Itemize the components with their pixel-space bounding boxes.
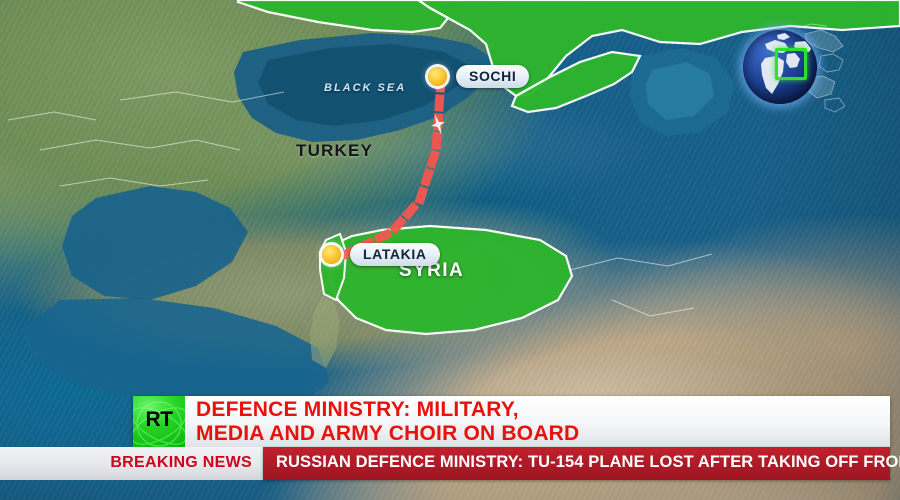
aegean-sea [62,186,248,300]
city-label-latakia: LATAKIA [350,243,440,266]
ticker-text: RUSSIAN DEFENCE MINISTRY: TU-154 PLANE L… [276,453,900,471]
black-sea-deep [258,44,470,126]
origin-marker-dot [428,67,447,86]
country-russia-west [236,0,450,34]
globe-continents [761,33,813,94]
country-russia-caucasus [510,50,642,114]
globe-locator-inset [735,22,845,114]
breaking-news-label: BREAKING NEWS [0,447,263,480]
city-marker-latakia[interactable]: LATAKIA [322,243,440,266]
headline-line-2: MEDIA AND ARMY CHOIR ON BOARD [196,422,580,445]
rt-logo-swoosh [133,401,185,447]
airplane-icon [431,114,445,135]
news-ticker[interactable]: RUSSIAN DEFENCE MINISTRY: TU-154 PLANE L… [263,447,900,480]
city-marker-sochi[interactable]: SOCHI [428,65,530,88]
rt-logo[interactable]: RT [133,396,185,447]
headline-line-1: DEFENCE MINISTRY: MILITARY, [196,398,519,421]
country-russia-highlight [416,0,900,98]
levant-coastline [310,296,340,368]
city-label-sochi: SOCHI [456,65,530,88]
headline-bar: DEFENCE MINISTRY: MILITARY, MEDIA AND AR… [133,396,890,447]
headline-text: DEFENCE MINISTRY: MILITARY, MEDIA AND AR… [196,398,884,446]
destination-marker-dot [322,245,341,264]
country-label-turkey: TURKEY [296,141,374,160]
breaking-news-text: BREAKING NEWS [110,454,252,471]
region-highlight-box [775,48,807,80]
rt-logo-text: RT [145,408,174,431]
caspian-shallow [646,62,714,120]
sea-label-black-sea: BLACK SEA [324,82,407,94]
border-lines [7,91,713,317]
mediterranean-sea [22,298,330,410]
